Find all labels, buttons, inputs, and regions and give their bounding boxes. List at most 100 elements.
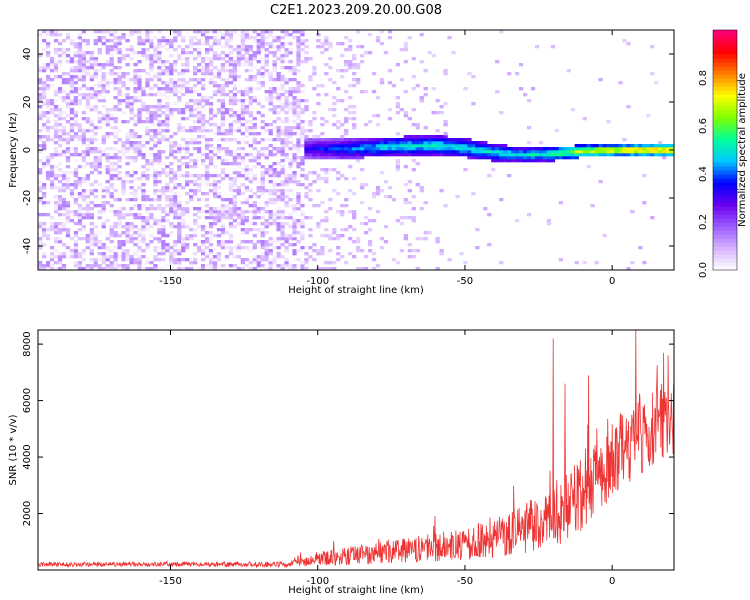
spectrogram-cell: [49, 111, 55, 115]
spectrogram-cell: [344, 90, 349, 94]
spectrogram-cell: [117, 78, 122, 82]
spectrogram-cell: [268, 102, 273, 106]
spectrogram-cell: [145, 261, 150, 265]
spectrogram-cell: [141, 39, 146, 43]
spectrogram-cell: [288, 159, 293, 163]
spectrogram-cell: [49, 264, 55, 268]
spectrogram-cell: [220, 63, 226, 67]
spectrogram-cell: [193, 222, 198, 226]
spectrogram-cell: [232, 66, 238, 70]
spectrogram-cell: [340, 123, 345, 127]
spectrogram-cell: [161, 135, 166, 139]
spectrogram-cell: [383, 153, 389, 157]
spectrogram-cell: [137, 42, 142, 46]
spectrogram-cell: [41, 165, 47, 169]
spectrogram-cell: [200, 114, 206, 118]
spectrogram-cell: [264, 96, 269, 100]
spectrogram-cell: [173, 243, 178, 247]
spectrogram-cell: [125, 252, 130, 256]
spectrogram-cell: [109, 204, 114, 208]
spectrogram-cell: [288, 213, 293, 217]
spectrogram-cell: [189, 138, 194, 142]
spectrogram-cell: [244, 219, 249, 223]
spectrogram-cell: [522, 159, 528, 163]
spectrogram-cell: [149, 216, 154, 220]
spectrogram-cell: [121, 72, 126, 76]
spectrogram-cell: [117, 108, 122, 112]
spectrogram-cell: [232, 195, 238, 199]
spectrogram-cell: [284, 237, 289, 241]
spectrogram-cell: [200, 57, 206, 61]
spectrogram-cell: [320, 201, 325, 205]
spectrogram-cell: [288, 189, 293, 193]
spectrogram-cell: [121, 240, 126, 244]
spectrogram-cell: [157, 189, 162, 193]
spectrogram-cell: [324, 36, 329, 40]
spectrogram-cell: [610, 144, 615, 148]
spectrogram-cell: [220, 111, 226, 115]
spectrogram-cell: [137, 114, 142, 118]
spectrogram-cell: [101, 30, 106, 34]
spectrogram-cell: [395, 63, 401, 67]
spectrogram-cell: [272, 147, 277, 151]
spectrogram-cell: [276, 93, 281, 97]
spectrogram-cell: [308, 234, 313, 238]
spectrogram-cell: [161, 45, 166, 49]
spectrogram-cell: [375, 210, 381, 214]
spectrogram-cell: [137, 117, 142, 121]
spectrogram-cell: [45, 111, 51, 115]
spectrogram-cell: [57, 144, 63, 148]
spectrogram-cell: [45, 234, 51, 238]
spectrogram-cell: [145, 129, 150, 133]
spectrogram-cell: [77, 60, 83, 64]
spectrogram-cell: [149, 261, 154, 265]
spectrogram-cell: [181, 93, 186, 97]
spectrogram-cell: [49, 171, 55, 175]
spectrogram-cell: [407, 243, 412, 247]
spectrogram-cell: [189, 237, 194, 241]
spectrogram-cell: [38, 198, 43, 202]
spectrogram-cell: [256, 180, 261, 184]
spectrogram-cell: [328, 267, 333, 271]
spectrogram-cell: [284, 96, 289, 100]
spectrogram-cell: [149, 39, 154, 43]
spectrogram-cell: [49, 78, 55, 82]
spectrogram-cell: [224, 240, 230, 244]
spectrogram-cell: [348, 189, 353, 193]
spectrogram-cell: [137, 87, 142, 91]
spectrogram-cell: [45, 30, 51, 34]
spectrogram-cell: [284, 129, 289, 133]
spectrogram-cell: [38, 87, 43, 91]
spectrogram-cell: [264, 231, 269, 235]
spectrogram-cell: [292, 66, 297, 70]
spectrogram-cell: [344, 141, 349, 145]
spectrogram-cell: [308, 216, 313, 220]
spectrogram-cell: [105, 189, 110, 193]
spectrogram-cell: [169, 162, 174, 166]
spectrogram-cell: [634, 150, 639, 154]
spectrogram-cell: [399, 108, 405, 112]
spectrogram-cell: [173, 87, 178, 91]
colorbar-segment: [713, 150, 737, 155]
spectrogram-cell: [276, 255, 281, 259]
spectrogram-cell: [157, 219, 162, 223]
spectrogram-cell: [173, 108, 178, 112]
spectrogram-cell: [296, 183, 301, 187]
spectrogram-cell: [228, 153, 234, 157]
spectrogram-cell: [658, 144, 663, 148]
spectrogram-cell: [109, 156, 114, 160]
spectrogram-cell: [38, 105, 43, 109]
colorbar-segment: [713, 186, 737, 191]
spectrogram-cell: [105, 123, 110, 127]
spectrogram-cell: [165, 246, 170, 250]
spectrogram-cell: [220, 231, 226, 235]
spectrogram-cell: [558, 150, 564, 154]
spectrogram-cell: [81, 177, 86, 181]
spectrogram-cell: [117, 99, 122, 103]
spectrogram-cell: [145, 216, 150, 220]
spectrogram-cell: [411, 150, 416, 154]
spectrogram-cell: [185, 108, 190, 112]
spectrogram-cell: [391, 150, 397, 154]
spectrogram-cell: [352, 156, 357, 160]
spectrogram-cell: [121, 111, 126, 115]
